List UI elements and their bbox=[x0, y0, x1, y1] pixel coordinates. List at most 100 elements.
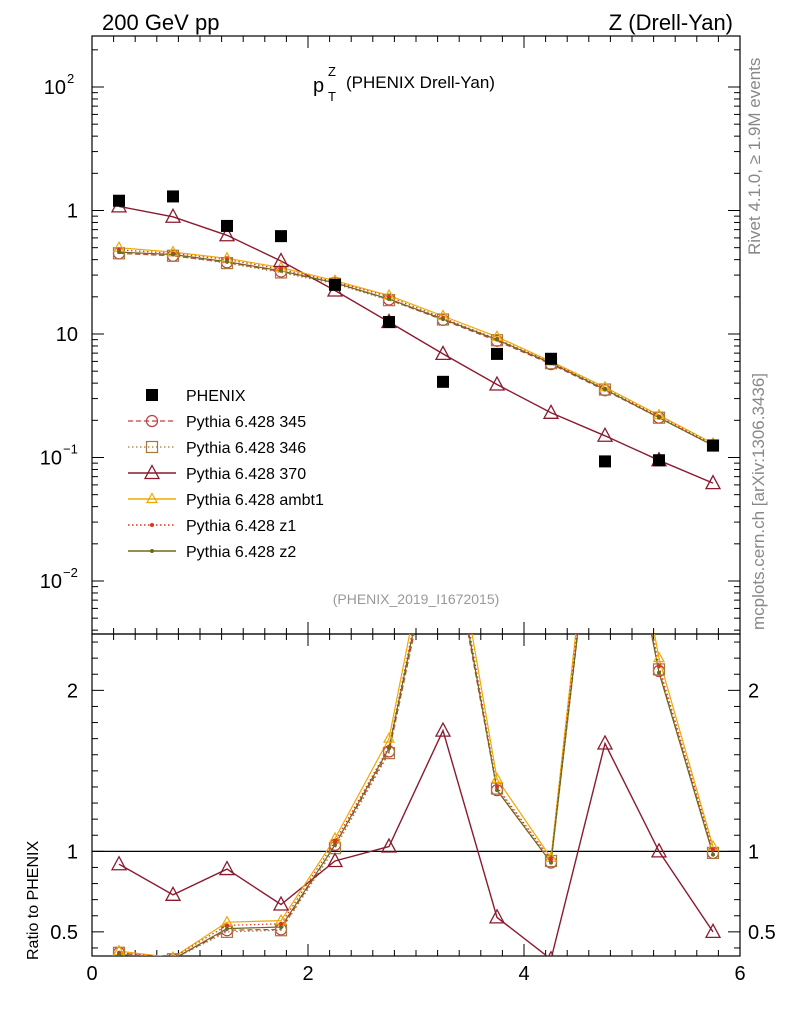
ratio-xtick-label: 4 bbox=[518, 963, 529, 985]
main-point-s0-9 bbox=[599, 455, 611, 468]
ratio-frame bbox=[91, 633, 741, 957]
main-point-s2-2 bbox=[220, 257, 234, 270]
main-point-s3-3 bbox=[272, 252, 290, 268]
title-sub: T bbox=[328, 89, 336, 104]
ratio-point-s3-7 bbox=[490, 772, 504, 784]
ratio-point-s5-4 bbox=[333, 842, 337, 847]
ratio-point-s4-3 bbox=[279, 921, 283, 926]
main-point-s3-8 bbox=[542, 403, 560, 419]
main-point-s6-1 bbox=[171, 252, 175, 257]
ratio-ytick-label-left: 2 bbox=[67, 680, 78, 702]
legend-entry-z1: Pythia 6.428 z1 bbox=[128, 518, 296, 535]
main-series-line-4 bbox=[118, 247, 714, 444]
legend-entry-345: Pythia 6.428 345 bbox=[128, 414, 306, 431]
main-point-s6-0 bbox=[117, 250, 121, 255]
ratio-xtick-label: 0 bbox=[86, 963, 97, 985]
ratio-xtick-label: 2 bbox=[302, 963, 313, 985]
ratio-point-s4-2 bbox=[225, 923, 229, 928]
ratio-series-line-1 bbox=[118, 634, 714, 956]
legend-entry-346: Pythia 6.428 346 bbox=[128, 440, 306, 457]
main-point-s6-10 bbox=[657, 415, 661, 420]
main-point-s6-5 bbox=[387, 297, 391, 302]
main-series-line-6 bbox=[118, 251, 714, 447]
main-point-s0-2 bbox=[221, 219, 233, 232]
ratio-point-s1-9 bbox=[600, 395, 611, 406]
ratio-point-s1-6 bbox=[438, 492, 449, 503]
ratio-point-s2-11 bbox=[704, 922, 722, 938]
ratio-point-s5-10 bbox=[657, 670, 661, 675]
ratio-series-line-5 bbox=[118, 634, 714, 956]
legend-label-z2: Pythia 6.428 z2 bbox=[186, 544, 296, 561]
ratio-point-s5-5 bbox=[387, 746, 391, 751]
ratio-ytick-label-left: 0.5 bbox=[50, 922, 78, 944]
legend-marker-phenix bbox=[146, 389, 158, 401]
main-ytick-label: 10 bbox=[44, 77, 66, 99]
ratio-point-s1-10 bbox=[652, 663, 666, 676]
title-p: p bbox=[313, 75, 324, 97]
legend-label-z1: Pythia 6.428 z1 bbox=[186, 518, 296, 535]
main-point-s6-6 bbox=[441, 317, 445, 322]
legend-label-ambt1: Pythia 6.428 ambt1 bbox=[186, 492, 324, 509]
ratio-point-s3-10 bbox=[652, 651, 666, 663]
ratio-point-s4-11 bbox=[711, 847, 715, 852]
main-point-s0-5 bbox=[383, 316, 395, 329]
main-ytick-label: 10 bbox=[40, 571, 62, 593]
legend-marker-346 bbox=[145, 440, 159, 454]
ratio-point-s4-7 bbox=[495, 784, 499, 789]
ratio-point-s4-10 bbox=[657, 664, 661, 669]
ratio-point-s3-9 bbox=[600, 363, 610, 372]
ratio-point-s1-11 bbox=[706, 846, 720, 860]
ratio-point-s2-5 bbox=[380, 837, 398, 853]
ratio-ytick-label-right: 2 bbox=[748, 680, 759, 702]
legend-entry-phenix: PHENIX bbox=[146, 388, 246, 405]
ratio-point-s0-9 bbox=[600, 395, 611, 406]
main-point-s2-9 bbox=[598, 383, 612, 396]
legend: PHENIX Pythia 6.428 345 Pythia 6.428 346… bbox=[128, 388, 324, 561]
main-series-line-3 bbox=[118, 205, 714, 484]
main-point-s6-9 bbox=[603, 387, 607, 392]
ratio-point-s0-6 bbox=[438, 492, 449, 503]
ratio-point-s1-0 bbox=[112, 946, 126, 956]
legend-marker-z1 bbox=[150, 523, 154, 527]
main-point-s0-10 bbox=[653, 454, 665, 467]
main-point-s0-0 bbox=[113, 194, 125, 207]
main-point-s3-6 bbox=[434, 345, 452, 361]
ratio-point-s0-1 bbox=[167, 953, 179, 956]
main-ytick-exponent: −2 bbox=[63, 565, 78, 580]
ratio-point-s2-4 bbox=[326, 852, 344, 868]
main-point-s0-6 bbox=[437, 375, 449, 388]
legend-entry-370: Pythia 6.428 370 bbox=[128, 464, 306, 483]
legend-marker-370 bbox=[143, 464, 161, 480]
ratio-point-s3-6 bbox=[438, 459, 448, 468]
main-point-s0-4 bbox=[329, 278, 341, 291]
main-point-s6-2 bbox=[225, 259, 229, 264]
ratio-series-line-2 bbox=[118, 728, 714, 956]
ratio-ticks: 0.5 0.5 1 1 2 2 0 2 4 6 bbox=[50, 634, 776, 985]
ratio-point-s2-10 bbox=[650, 842, 668, 858]
main-series bbox=[110, 190, 722, 490]
ratio-point-s4-1 bbox=[171, 955, 175, 956]
main-point-s2-0 bbox=[112, 247, 126, 260]
ratio-point-s4-4 bbox=[333, 839, 337, 844]
ratio-point-s3-5 bbox=[382, 731, 396, 743]
legend-label-370: Pythia 6.428 370 bbox=[186, 466, 306, 483]
ratio-series-line-3 bbox=[118, 634, 714, 956]
ratio-ytick-label-right: 1 bbox=[748, 841, 759, 863]
main-point-s2-10 bbox=[652, 411, 666, 424]
main-point-s6-7 bbox=[495, 337, 499, 342]
main-ytick-exponent: 2 bbox=[67, 71, 74, 86]
ratio-series bbox=[110, 363, 722, 961]
ratio-ytick-label-right: 0.5 bbox=[748, 922, 776, 944]
legend-entry-z2: Pythia 6.428 z2 bbox=[128, 544, 296, 561]
legend-label-346: Pythia 6.428 346 bbox=[186, 440, 306, 457]
main-point-s3-7 bbox=[488, 375, 506, 391]
main-ytick-label: 1 bbox=[67, 201, 78, 223]
ratio-point-s5-1 bbox=[171, 957, 175, 961]
ratio-point-s1-1 bbox=[166, 953, 180, 956]
legend-marker-z2 bbox=[150, 549, 154, 553]
ratio-point-s4-6 bbox=[441, 479, 445, 483]
main-point-s6-3 bbox=[279, 268, 283, 273]
ratio-point-s5-6 bbox=[441, 487, 445, 491]
ratio-point-s5-0 bbox=[117, 952, 121, 956]
